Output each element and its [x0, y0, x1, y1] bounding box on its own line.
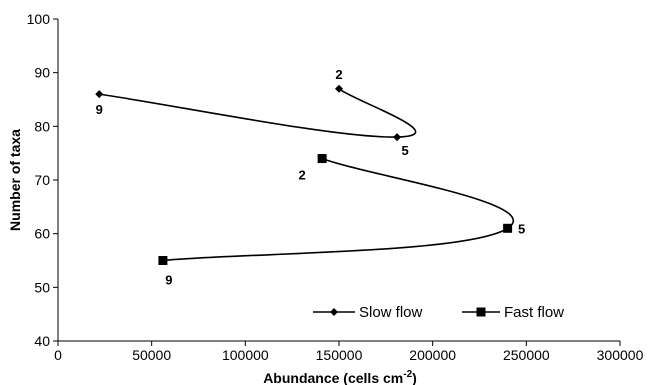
y-tick-label: 50 [34, 279, 50, 295]
x-axis-label: Abundance (cells cm-2) [263, 369, 417, 385]
x-tick-label: 150000 [316, 347, 363, 363]
series-line [99, 88, 417, 138]
x-tick-label: 100000 [222, 347, 269, 363]
x-tick-label: 200000 [409, 347, 456, 363]
y-axis-label: Number of taxa [7, 129, 23, 231]
data-point-label: 5 [401, 143, 408, 158]
x-tick-label: 50000 [132, 347, 171, 363]
series-group: 2 5 9 2 5 9 [95, 67, 525, 288]
data-point [158, 256, 168, 265]
x-axis-ticks: 0 50000 100000 150000 200000 250000 300000 [54, 341, 644, 363]
series-slow-flow: 2 5 9 [95, 67, 417, 158]
legend-entry: Slow flow [313, 304, 423, 321]
data-point [393, 133, 402, 142]
y-tick-label: 40 [34, 333, 50, 349]
x-tick-label: 250000 [503, 347, 550, 363]
data-point [317, 154, 327, 164]
data-point-label: 9 [96, 102, 103, 117]
data-point-label: 2 [299, 168, 306, 183]
legend-label: Fast flow [504, 304, 564, 321]
x-tick-label: 0 [54, 347, 62, 363]
data-point-label: 2 [335, 67, 342, 82]
data-point-label: 5 [518, 221, 525, 236]
legend-entry: Fast flow [462, 304, 564, 321]
series-fast-flow: 2 5 9 [158, 154, 525, 288]
data-point [335, 84, 343, 93]
data-point [503, 223, 513, 233]
data-point [95, 90, 104, 99]
legend-label: Slow flow [359, 304, 423, 321]
legend-marker [330, 308, 338, 316]
y-tick-label: 100 [27, 11, 51, 27]
y-axis-ticks: 40 50 60 70 80 90 100 [27, 11, 58, 349]
y-tick-label: 80 [34, 118, 50, 134]
series-line [162, 157, 514, 262]
y-tick-label: 90 [34, 65, 50, 81]
data-point-label: 9 [165, 273, 172, 288]
legend: Slow flow Fast flow [313, 304, 564, 321]
y-tick-label: 60 [34, 226, 50, 242]
y-tick-label: 70 [34, 172, 50, 188]
legend-marker [476, 307, 486, 317]
x-tick-label: 300000 [597, 347, 644, 363]
